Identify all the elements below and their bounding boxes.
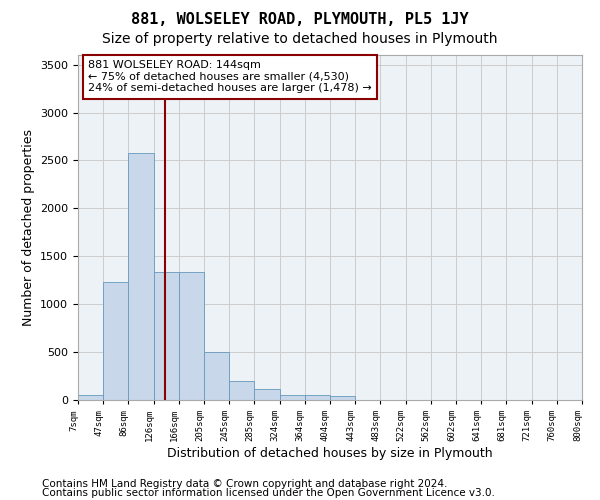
Text: 881 WOLSELEY ROAD: 144sqm
← 75% of detached houses are smaller (4,530)
24% of se: 881 WOLSELEY ROAD: 144sqm ← 75% of detac…: [88, 60, 372, 94]
Bar: [179, 272, 204, 400]
Text: 881, WOLSELEY ROAD, PLYMOUTH, PL5 1JY: 881, WOLSELEY ROAD, PLYMOUTH, PL5 1JY: [131, 12, 469, 28]
Bar: [154, 272, 179, 400]
Bar: [305, 395, 330, 400]
Bar: [204, 352, 229, 400]
Bar: [330, 396, 355, 400]
Bar: [254, 390, 280, 400]
Bar: [229, 381, 254, 400]
Bar: [78, 394, 103, 400]
Bar: [128, 153, 154, 400]
Text: Contains HM Land Registry data © Crown copyright and database right 2024.: Contains HM Land Registry data © Crown c…: [42, 479, 448, 489]
X-axis label: Distribution of detached houses by size in Plymouth: Distribution of detached houses by size …: [167, 447, 493, 460]
Bar: [103, 282, 128, 400]
Text: Size of property relative to detached houses in Plymouth: Size of property relative to detached ho…: [102, 32, 498, 46]
Y-axis label: Number of detached properties: Number of detached properties: [22, 129, 35, 326]
Bar: [280, 395, 305, 400]
Text: Contains public sector information licensed under the Open Government Licence v3: Contains public sector information licen…: [42, 488, 495, 498]
